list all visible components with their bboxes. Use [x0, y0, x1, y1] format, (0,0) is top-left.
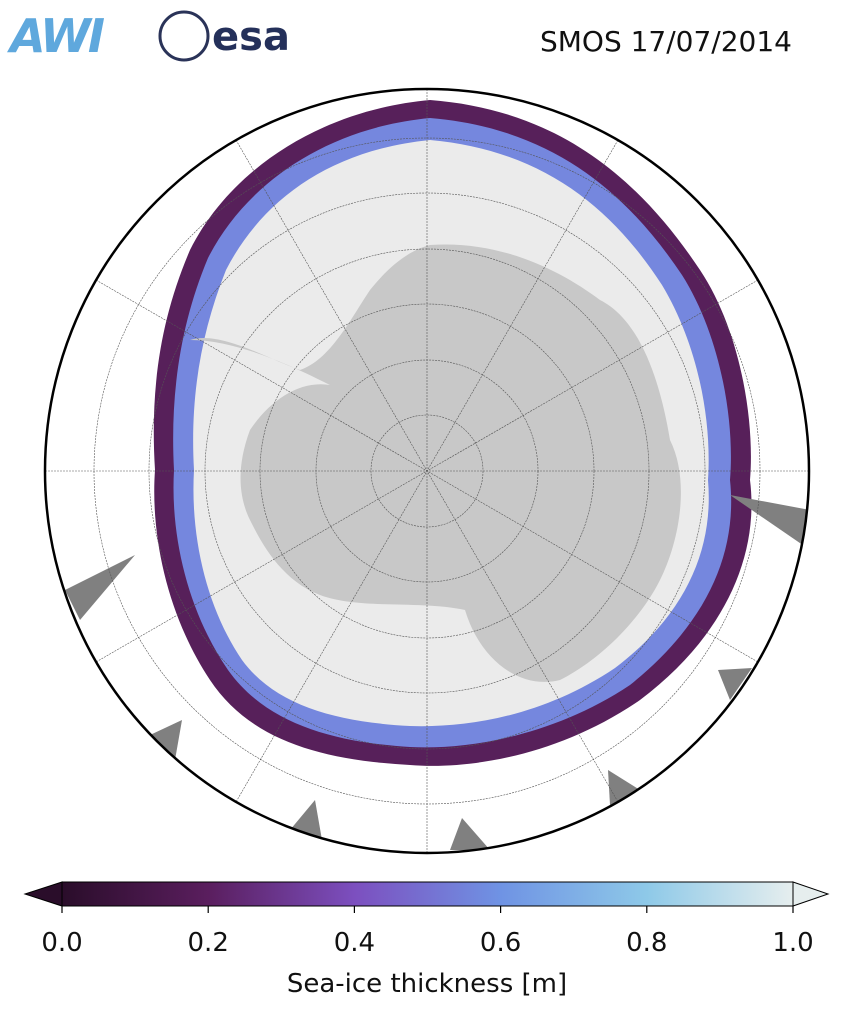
logos: AWI esa — [7, 9, 290, 63]
colorbar-tick-label: 0.8 — [626, 928, 667, 958]
title: SMOS 17/07/2014 — [540, 25, 792, 58]
esa-emblem — [158, 10, 210, 62]
colorbar-extend-low — [23, 881, 63, 907]
land — [65, 495, 809, 850]
colorbar-extend-high — [792, 881, 830, 907]
colorbar: 0.0 0.2 0.4 0.6 0.8 1.0 — [23, 881, 830, 958]
graticule — [45, 89, 809, 853]
map — [43, 87, 811, 855]
colorbar-tick-label: 0.4 — [334, 928, 375, 958]
colorbar-tick-label: 0.0 — [41, 928, 82, 958]
continent — [190, 244, 681, 682]
colorbar-tick-label: 0.2 — [188, 928, 229, 958]
map-frame — [43, 87, 811, 855]
colorbar-tick-label: 0.6 — [480, 928, 521, 958]
awi-logo: AWI — [7, 9, 105, 63]
colorbar-ramp — [61, 881, 794, 907]
colorbar-tick-label: 1.0 — [772, 928, 813, 958]
esa-logo: esa — [212, 14, 290, 60]
colorbar-label: Sea-ice thickness [m] — [287, 969, 567, 999]
